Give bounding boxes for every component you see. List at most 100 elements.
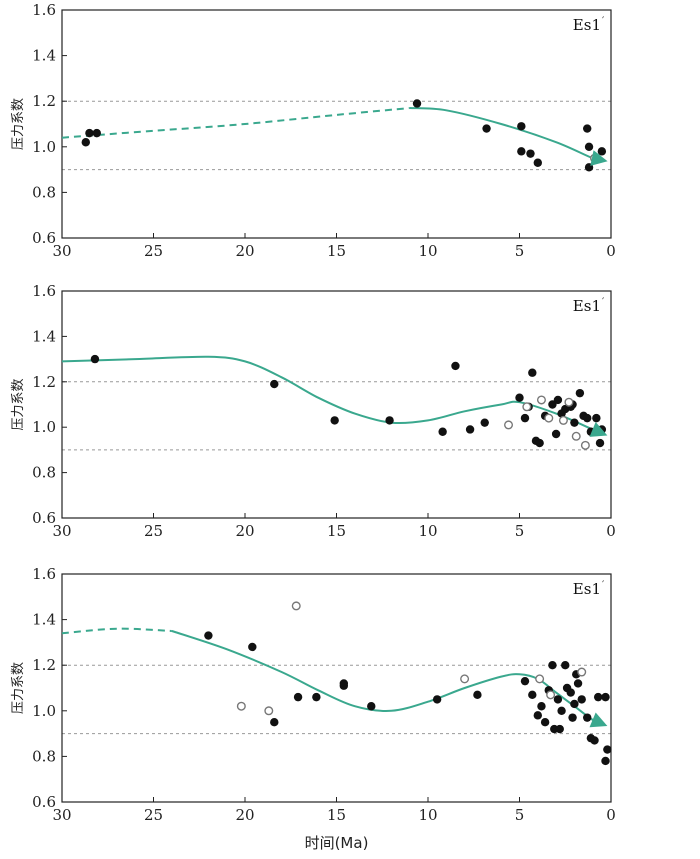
data-point-filled <box>573 679 583 688</box>
data-point-filled <box>540 718 550 727</box>
data-point-open <box>580 440 590 450</box>
trend-arrow-head <box>590 150 608 166</box>
chart-panel-2: 0.6 0.8 1.0 1.2 1.4 1.6 30 25 20 15 10 5 0 压力系数 Es1 ′ <box>11 282 616 540</box>
data-point-open <box>460 674 470 684</box>
data-point-filled <box>553 695 563 704</box>
plot-frame <box>61 573 612 803</box>
y-axis-label: 压力系数 <box>11 378 26 430</box>
data-point-filled <box>537 702 546 711</box>
data-point-filled <box>583 124 592 133</box>
data-point-filled <box>601 692 610 702</box>
panel-tag-prime: ′ <box>602 297 605 308</box>
data-point-open <box>504 420 514 430</box>
trend-line <box>171 630 605 726</box>
y-tick-label: 1.6 <box>32 565 56 583</box>
y-tick-label: 1.0 <box>32 702 56 720</box>
data-point-filled <box>603 745 612 754</box>
data-point-filled <box>517 147 526 156</box>
data-point-filled <box>561 661 570 670</box>
data-point-filled <box>535 438 544 448</box>
y-tick-label: 0.8 <box>32 464 56 482</box>
data-point-filled <box>515 393 524 402</box>
x-tick-label: 5 <box>515 522 525 540</box>
x-tick-label: 25 <box>144 806 163 824</box>
data-point-open <box>571 431 581 441</box>
data-point-filled <box>270 718 279 727</box>
data-point-filled <box>438 427 447 436</box>
x-tick-label: 10 <box>418 242 437 260</box>
x-tick-label: 30 <box>52 522 71 540</box>
data-point-filled <box>520 413 530 423</box>
data-point-filled <box>595 438 605 448</box>
panel-tag: Es1 <box>573 297 601 315</box>
data-point-filled <box>412 99 422 108</box>
data-point-filled <box>85 128 94 138</box>
y-tick-label: 1.4 <box>32 327 56 345</box>
data-point-filled <box>583 413 592 423</box>
x-tick-label: 10 <box>418 806 437 824</box>
y-tick-label: 0.6 <box>32 229 56 247</box>
data-point-filled <box>583 713 592 722</box>
x-tick-label: 15 <box>327 806 346 824</box>
x-tick-label: 15 <box>327 522 346 540</box>
x-tick-label: 15 <box>327 242 346 260</box>
y-tick-label: 0.8 <box>32 183 56 201</box>
data-point-filled <box>570 699 579 709</box>
data-point-filled <box>465 425 475 434</box>
data-point-filled <box>432 695 442 704</box>
data-point-filled <box>528 690 537 700</box>
data-point-filled <box>385 416 394 425</box>
data-point-filled <box>204 631 213 640</box>
data-point-filled <box>601 756 610 766</box>
y-tick-label: 1.4 <box>32 611 56 629</box>
chart-panel-1: 0.6 0.8 1.0 1.2 1.4 1.6 30 25 20 15 10 5 0 压力系数 Es1 ′ <box>11 1 616 260</box>
data-point-filled <box>597 147 607 156</box>
data-point-filled <box>81 138 90 147</box>
data-point-filled <box>553 395 563 405</box>
data-point-open <box>544 413 554 423</box>
data-point-filled <box>248 642 257 652</box>
x-tick-label: 5 <box>515 242 525 260</box>
data-point-filled <box>548 661 557 670</box>
x-tick-label: 0 <box>606 522 616 540</box>
x-tick-label: 20 <box>235 806 254 824</box>
data-point-filled <box>555 724 564 734</box>
panel-tag-prime: ′ <box>602 580 605 591</box>
x-tick-label: 0 <box>606 806 616 824</box>
data-point-filled <box>90 354 100 364</box>
data-point-filled <box>570 418 579 427</box>
data-point-filled <box>517 122 526 131</box>
data-point-open <box>558 415 568 425</box>
y-tick-label: 1.6 <box>32 282 56 300</box>
y-axis-label: 压力系数 <box>11 98 26 150</box>
data-point-filled <box>551 429 561 439</box>
x-tick-label: 30 <box>52 806 71 824</box>
data-point-filled <box>566 688 575 697</box>
data-point-filled <box>568 713 577 722</box>
data-point-open <box>536 395 546 405</box>
data-point-filled <box>592 413 601 423</box>
data-point-filled <box>575 388 585 398</box>
y-tick-label: 1.0 <box>32 138 56 156</box>
data-point-filled <box>584 142 594 151</box>
x-tick-label: 5 <box>515 806 525 824</box>
y-tick-label: 1.2 <box>32 373 56 391</box>
panel-tag-prime: ′ <box>602 16 605 27</box>
data-point-filled <box>480 418 489 427</box>
data-point-filled <box>577 695 586 704</box>
x-axis-label: 时间(Ma) <box>305 834 369 852</box>
data-point-filled <box>590 736 599 745</box>
plot-frame <box>61 9 612 239</box>
data-point-filled <box>528 368 537 377</box>
data-point-filled <box>593 692 603 702</box>
data-point-open <box>577 667 587 677</box>
data-point-filled <box>482 124 491 133</box>
y-tick-label: 1.6 <box>32 1 56 19</box>
data-point-filled <box>526 149 535 158</box>
panel-tag: Es1 <box>573 16 601 34</box>
data-point-filled <box>330 416 339 425</box>
data-point-filled <box>92 128 101 138</box>
y-tick-label: 0.6 <box>32 509 56 527</box>
x-tick-label: 25 <box>144 242 163 260</box>
